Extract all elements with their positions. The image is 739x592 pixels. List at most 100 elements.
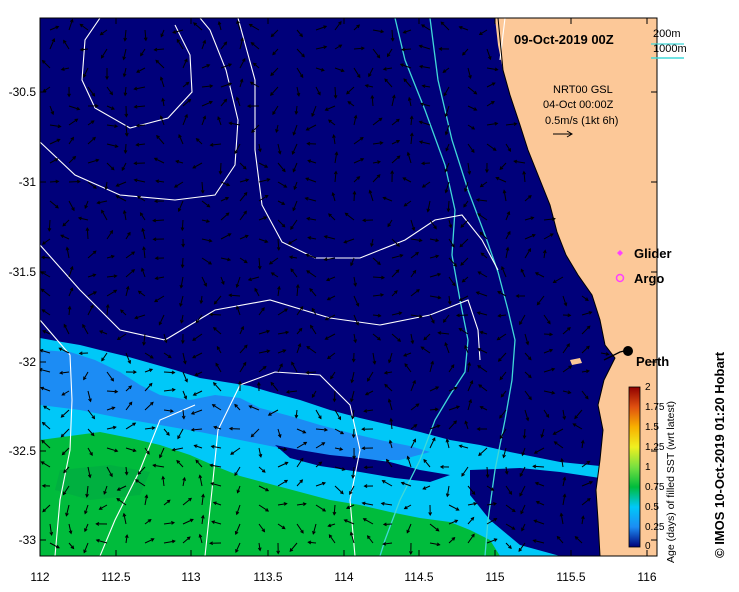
current-arrow: [315, 482, 326, 487]
current-arrow-head: [559, 512, 564, 517]
current-arrow: [562, 390, 571, 394]
sst-recent-patch: [275, 445, 450, 482]
current-arrow-head: [208, 261, 213, 265]
current-arrow: [195, 314, 203, 323]
current-arrow: [125, 402, 133, 411]
current-arrow: [172, 29, 184, 34]
current-arrow-head: [490, 101, 495, 105]
lon-tick: 116: [637, 570, 657, 584]
current-arrow: [236, 306, 241, 316]
current-arrow-head: [57, 124, 62, 129]
current-arrow: [524, 371, 532, 378]
current-arrow: [562, 409, 566, 420]
current-arrow-head: [443, 92, 447, 97]
current-arrow: [217, 116, 222, 126]
current-arrow-head: [444, 168, 448, 173]
current-arrow-head: [158, 321, 163, 326]
current-arrow: [194, 445, 203, 449]
current-arrow-head: [192, 354, 197, 359]
current-arrow-head: [476, 427, 481, 431]
current-scale-arrow: [553, 130, 573, 138]
current-arrow: [42, 330, 51, 335]
current-arrow: [210, 464, 222, 468]
current-arrow-head: [415, 251, 420, 256]
current-arrow: [136, 143, 146, 146]
current-arrow-head: [149, 401, 154, 406]
current-arrow-head: [72, 155, 77, 160]
current-arrow-head: [131, 251, 136, 256]
current-arrow-head: [40, 288, 45, 293]
current-arrow-head: [228, 426, 233, 431]
current-arrow: [120, 309, 127, 316]
current-arrow: [182, 498, 192, 506]
current-arrow-head: [382, 67, 387, 71]
current-arrow-head: [175, 159, 180, 164]
current-arrow-head: [402, 30, 407, 34]
current-arrow-head: [56, 545, 60, 549]
current-arrow-head: [377, 336, 382, 341]
current-arrow: [235, 542, 241, 553]
current-arrow-head: [192, 165, 197, 169]
current-arrow-head: [437, 272, 442, 277]
current-arrow: [534, 520, 545, 525]
current-arrow-head: [105, 303, 110, 308]
current-arrow: [96, 539, 108, 544]
current-arrow-head: [444, 113, 449, 118]
current-arrow-head: [476, 311, 481, 315]
current-arrow: [324, 257, 336, 261]
current-arrow-head: [87, 474, 92, 479]
current-arrow: [117, 485, 127, 491]
current-arrow-head: [209, 84, 214, 89]
current-arrow-head: [403, 78, 408, 83]
current-arrow-head: [141, 227, 145, 232]
current-arrow-head: [361, 446, 366, 451]
current-arrow-head: [445, 438, 450, 443]
current-arrow-head: [211, 520, 216, 524]
current-arrow-head: [324, 316, 329, 321]
current-arrow-head: [133, 178, 138, 183]
lat-tick: -31: [18, 175, 36, 189]
current-arrow: [543, 409, 550, 418]
current-arrow-head: [287, 240, 292, 245]
current-arrow-head: [508, 545, 512, 550]
current-arrow: [369, 190, 374, 202]
current-arrow: [305, 197, 317, 202]
current-arrow: [251, 124, 260, 133]
current-arrow-head: [296, 92, 301, 97]
current-arrow-head: [451, 243, 455, 248]
current-arrow-head: [41, 421, 46, 426]
current-arrow: [328, 523, 336, 527]
current-arrow-head: [507, 148, 512, 153]
current-arrow-head: [434, 407, 439, 412]
current-arrow-head: [281, 525, 286, 530]
current-arrow-head: [49, 531, 54, 536]
current-arrow: [495, 177, 507, 183]
current-arrow: [543, 333, 553, 335]
current-arrow: [581, 460, 590, 468]
current-arrow-head: [380, 29, 385, 34]
current-arrow-head: [240, 325, 244, 330]
current-arrow: [562, 477, 566, 487]
current-arrow: [258, 162, 268, 168]
current-arrow-head: [40, 368, 43, 372]
current-arrow: [201, 64, 210, 69]
current-arrow: [467, 399, 472, 411]
current-arrow: [277, 363, 283, 373]
current-arrow: [467, 362, 470, 373]
current-arrow: [442, 67, 450, 73]
current-arrow-head: [236, 96, 240, 101]
current-arrow: [505, 485, 512, 495]
current-arrow-head: [497, 358, 502, 362]
current-arrow-head: [589, 481, 594, 485]
current-arrow-head: [159, 454, 163, 459]
current-arrow: [581, 440, 584, 449]
current-arrow: [505, 211, 510, 221]
current-arrow: [153, 464, 165, 468]
rottnest-island: [570, 358, 582, 365]
current-arrow-head: [135, 123, 140, 128]
current-arrow-head: [311, 307, 316, 312]
current-arrow: [562, 295, 567, 306]
current-arrow-head: [264, 194, 269, 199]
current-arrow: [158, 314, 165, 325]
current-arrow-head: [71, 207, 75, 212]
